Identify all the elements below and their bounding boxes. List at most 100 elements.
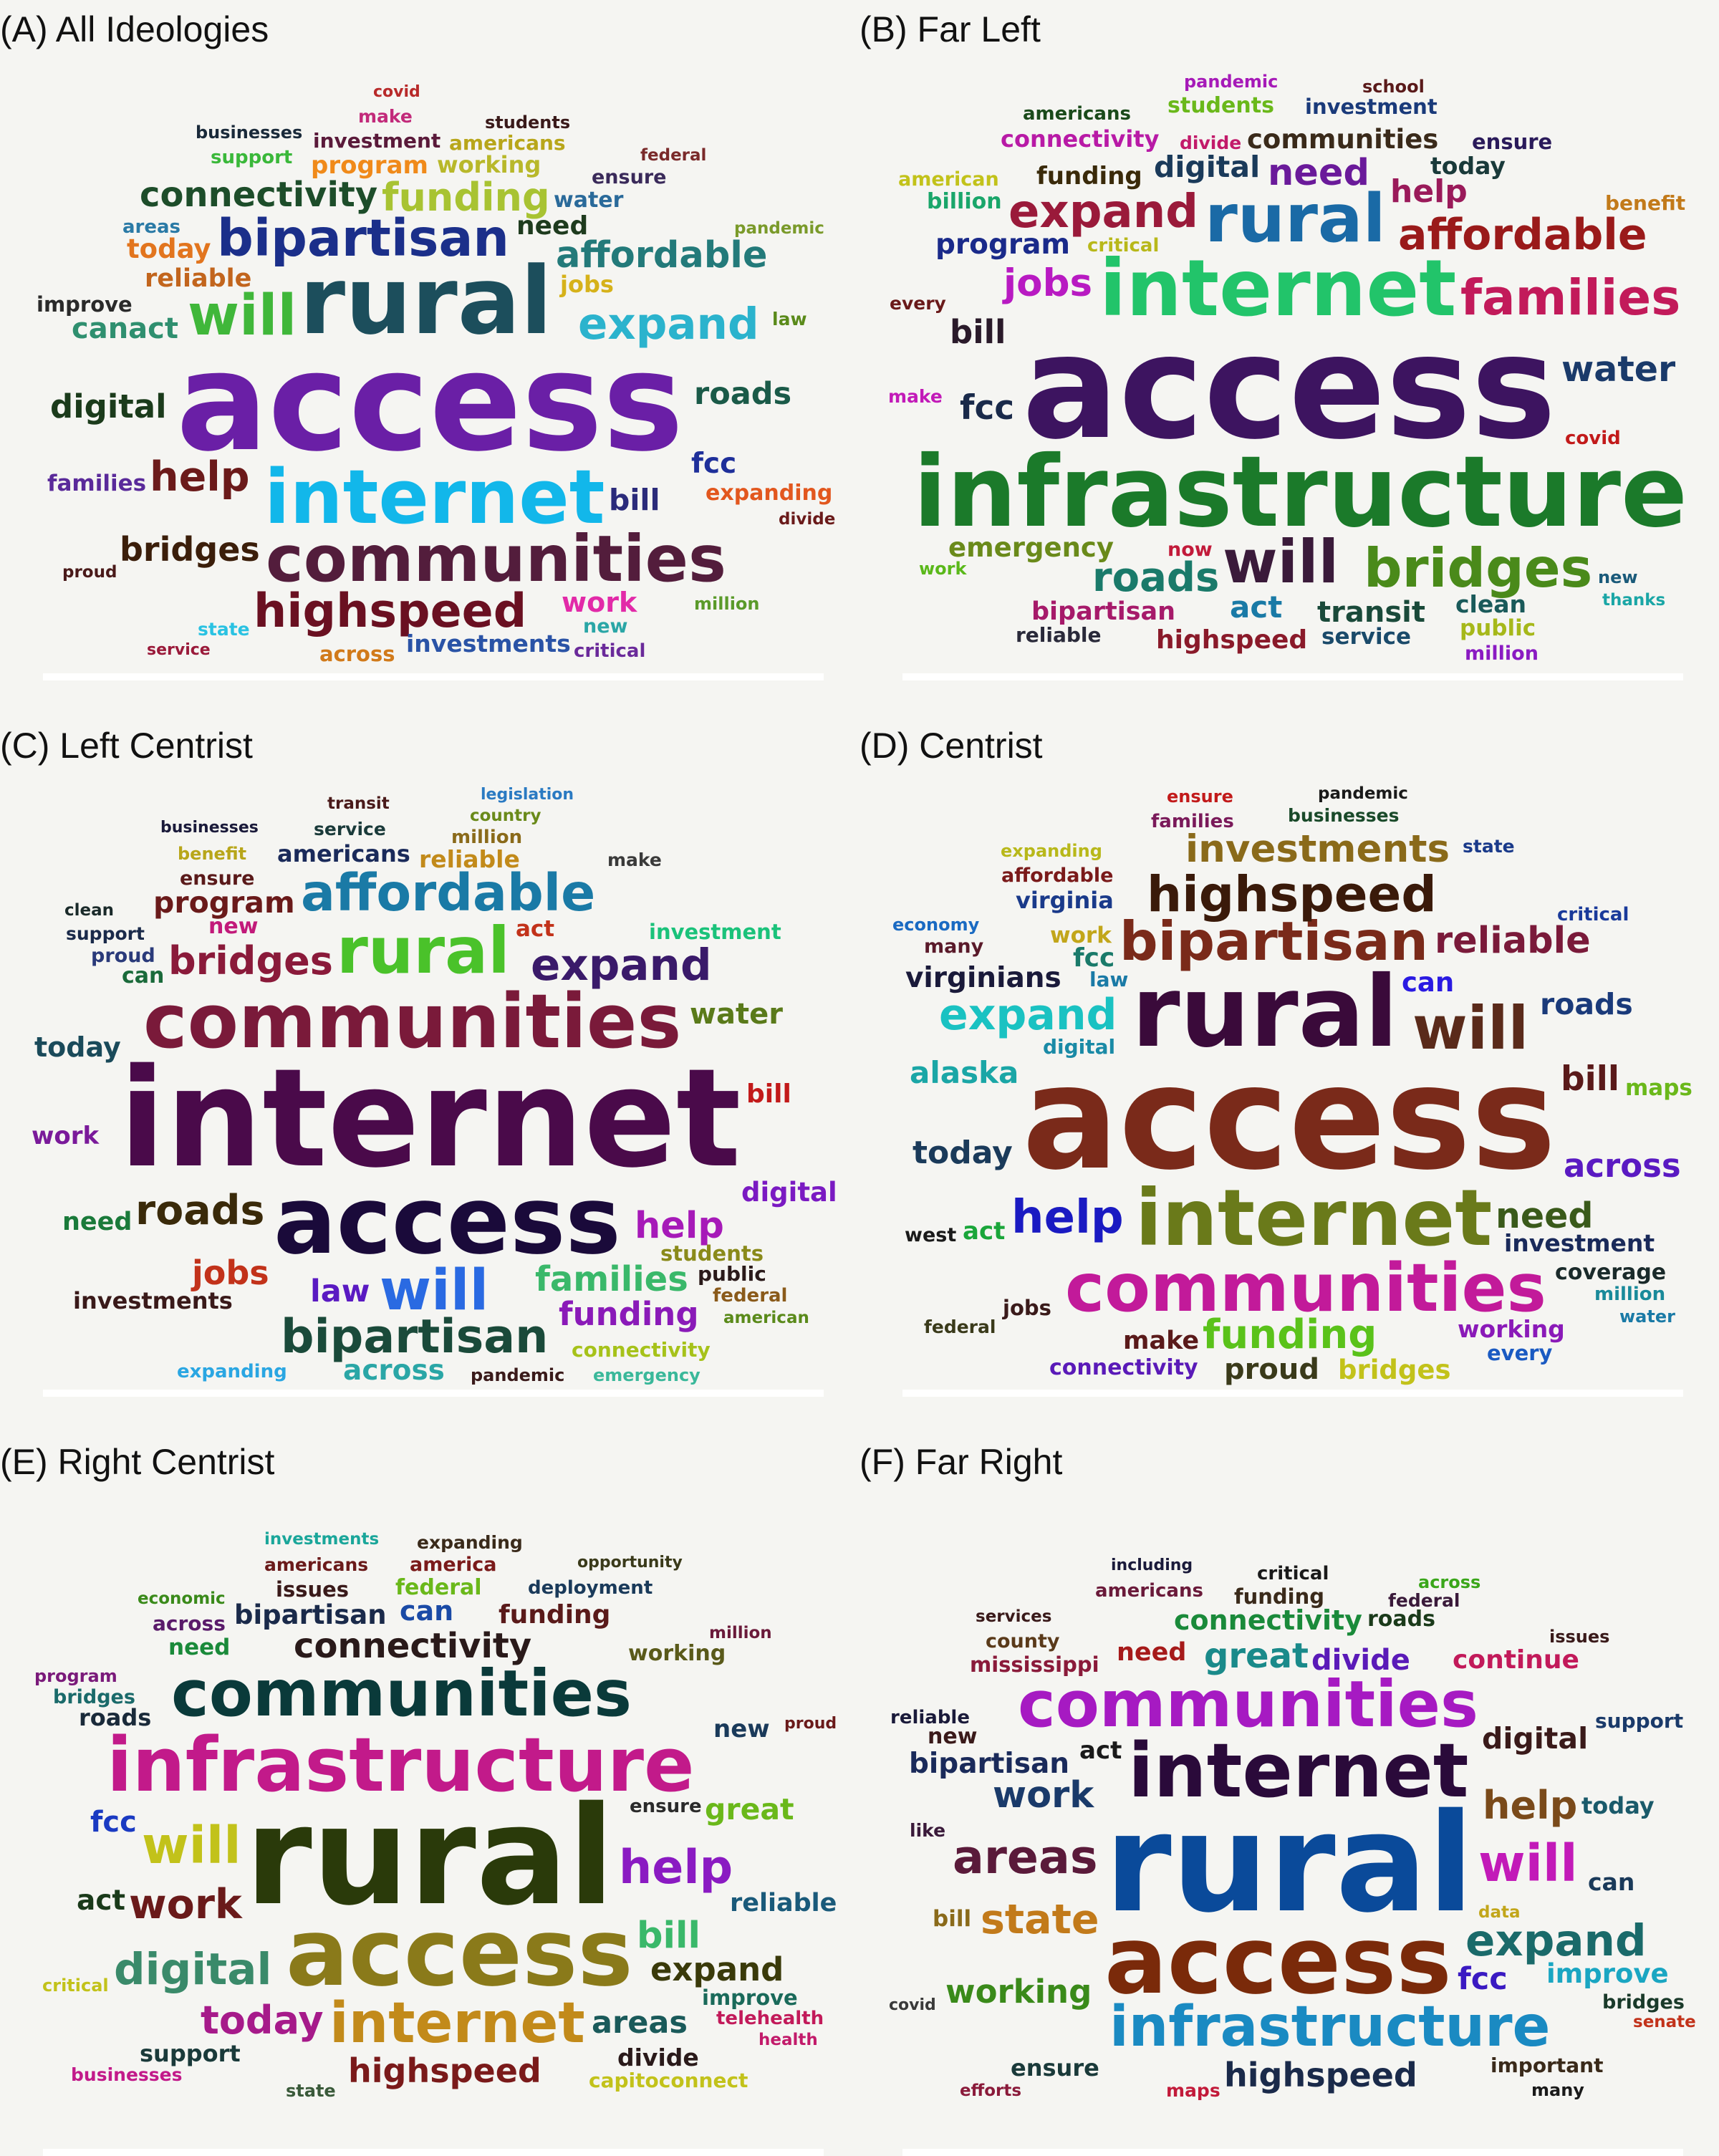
cloud-word: make	[1123, 1327, 1200, 1355]
divider	[902, 1390, 1683, 1397]
cloud-word: work	[129, 1881, 242, 1928]
cloud-word: affordable	[556, 234, 768, 276]
cloud-word: today	[913, 1135, 1013, 1171]
cloud-word: infrastructure	[1109, 1995, 1551, 2059]
cloud-word: improve	[37, 292, 133, 317]
cloud-word: water	[1619, 1306, 1675, 1327]
cloud-word: covid	[889, 1996, 936, 2014]
cloud-word: expand	[578, 299, 759, 350]
cloud-word: working	[437, 151, 541, 178]
cloud-word: proud	[1224, 1353, 1319, 1386]
cloud-word: infrastructure	[107, 1721, 695, 1809]
cloud-word: investment	[649, 920, 781, 944]
cloud-word: investment	[1504, 1229, 1655, 1257]
cloud-word: expanding	[417, 1532, 523, 1553]
cloud-word: digital	[114, 1944, 272, 1995]
cloud-word: reliable	[1435, 920, 1591, 962]
cloud-word: today	[34, 1031, 121, 1063]
cloud-word: help	[1483, 1783, 1578, 1828]
cloud-word: can	[122, 963, 165, 988]
cloud-word: reliable	[1016, 623, 1102, 647]
cloud-word: today	[1581, 1792, 1655, 1819]
cloud-word: investments	[406, 630, 571, 658]
cloud-word: important	[1491, 2054, 1604, 2077]
cloud-word: make	[607, 850, 662, 870]
cloud-word: america	[410, 1554, 497, 1576]
cloud-word: covid	[373, 83, 420, 101]
cloud-word: program	[311, 151, 428, 180]
cloud-word: bipartisan	[281, 1310, 549, 1364]
cloud-word: american	[898, 168, 999, 191]
cloud-word: americans	[277, 840, 410, 867]
cloud-word: highspeed	[254, 584, 527, 638]
panel-title: (D) Centrist	[860, 726, 1043, 766]
panel-far-right: (F) Far Right rural access internet communi…	[860, 1433, 1719, 2156]
divider	[43, 673, 824, 680]
cloud-word: every	[890, 293, 946, 314]
cloud-word: internet	[264, 453, 605, 541]
cloud-word: now	[1167, 539, 1213, 561]
cloud-word: issues	[1549, 1627, 1610, 1647]
cloud-word: new	[928, 1724, 978, 1749]
cloud-word: federal	[395, 1575, 482, 1600]
cloud-word: west	[905, 1224, 957, 1246]
cloud-word: act	[1079, 1736, 1122, 1765]
cloud-word: continue	[1453, 1645, 1579, 1675]
cloud-word: roads	[1092, 554, 1220, 601]
cloud-word: legislation	[481, 786, 574, 804]
cloud-word: expand	[1008, 186, 1199, 239]
cloud-word: law	[310, 1274, 370, 1309]
cloud-word: critical	[42, 1975, 109, 1996]
cloud-word: rural	[1205, 180, 1386, 257]
cloud-word: bipartisan	[234, 1599, 387, 1630]
cloud-word: jobs	[1003, 261, 1093, 305]
cloud-word: like	[910, 1820, 946, 1841]
cloud-word: need	[1268, 152, 1369, 194]
cloud-word: make	[358, 106, 413, 127]
cloud-word: investments	[1185, 827, 1450, 871]
cloud-word: ensure	[630, 1796, 702, 1817]
cloud-word: support	[211, 147, 293, 168]
cloud-word: investments	[264, 1530, 380, 1549]
cloud-word: roads	[135, 1187, 265, 1234]
cloud-word: highspeed	[348, 2051, 541, 2090]
cloud-word: bill	[637, 1915, 700, 1957]
cloud-word: will	[1412, 993, 1529, 1063]
cloud-word: highspeed	[1156, 625, 1308, 655]
panel-far-left: (B) Far Left access infrastructure interne…	[860, 0, 1719, 716]
cloud-word: access	[1022, 1035, 1556, 1202]
cloud-word: internet	[329, 1991, 585, 2056]
cloud-word: million	[709, 1624, 772, 1642]
cloud-word: critical	[574, 640, 646, 662]
cloud-word: families	[1460, 269, 1681, 327]
cloud-word: communities	[1018, 1667, 1478, 1741]
cloud-word: infrastructure	[913, 435, 1687, 549]
cloud-word: bridges	[120, 530, 260, 569]
cloud-word: across	[153, 1612, 226, 1635]
cloud-word: can	[1402, 967, 1455, 998]
cloud-word: bill	[1561, 1059, 1619, 1099]
cloud-word: public	[698, 1262, 766, 1286]
cloud-word: across	[343, 1354, 445, 1387]
cloud-word: new	[713, 1715, 770, 1743]
cloud-word: fcc	[1458, 1961, 1508, 1997]
cloud-word: reliable	[419, 845, 520, 873]
cloud-word: expanding	[177, 1361, 287, 1382]
cloud-word: benefit	[1605, 191, 1686, 215]
cloud-word: transit	[327, 794, 390, 813]
panel-title: (B) Far Left	[860, 9, 1041, 49]
cloud-word: canact	[72, 312, 179, 345]
cloud-word: investments	[73, 1287, 233, 1314]
word-cloud: internet access communities rural will afford…	[0, 716, 860, 1433]
cloud-word: state	[1463, 836, 1515, 857]
cloud-word: investment	[1305, 95, 1438, 119]
cloud-word: critical	[1257, 1563, 1329, 1584]
word-cloud: access rural internet communities will bipart…	[860, 716, 1719, 1433]
cloud-word: county	[986, 1630, 1060, 1652]
cloud-word: help	[1390, 173, 1468, 210]
cloud-word: roads	[1367, 1607, 1435, 1632]
divider	[902, 673, 1683, 680]
cloud-word: will	[188, 284, 297, 348]
cloud-word: federal	[1388, 1590, 1460, 1611]
cloud-word: expand	[939, 990, 1117, 1040]
